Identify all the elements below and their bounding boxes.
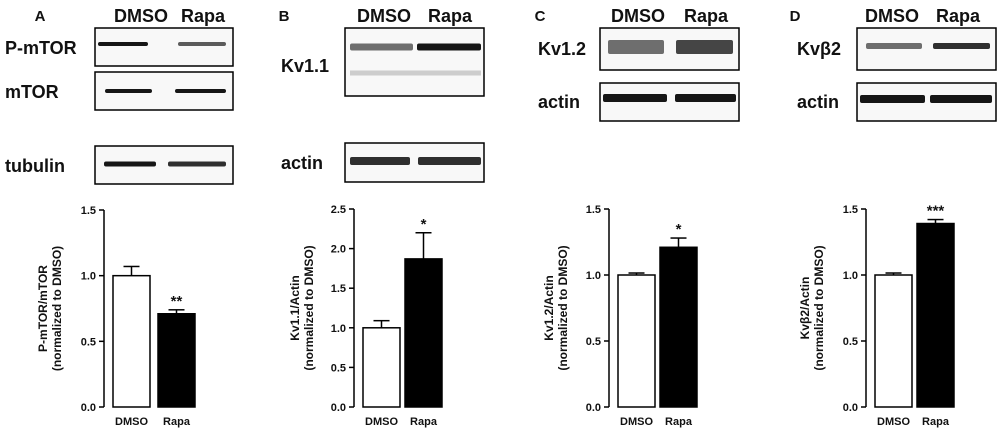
bar-rapa <box>157 313 196 408</box>
y-tick-label: 0.5 <box>81 336 96 348</box>
category-label-dmso: DMSO <box>620 416 653 428</box>
blot-panel-b: B DMSO Rapa Kv1.1 actin <box>279 6 485 183</box>
y-tick-label: 1.5 <box>81 205 96 217</box>
y-tick-label: 0.0 <box>331 402 346 414</box>
significance-marker: *** <box>927 203 945 220</box>
y-tick-label: 0.0 <box>843 402 858 414</box>
y-axis-title: Kv1.2/Actin <box>542 275 556 340</box>
blot-panel-c: C DMSO Rapa Kv1.2 actin <box>535 6 740 122</box>
blot-band <box>350 43 413 51</box>
bar-chart-a: 0.0 0.5 1.0 1.5 P-mTOR/mTOR (normalized to DM… <box>36 205 196 428</box>
blot-label-actin: actin <box>797 92 839 112</box>
y-axis-subtitle: (normalized to DMSO) <box>50 246 64 371</box>
y-axis-title: P-mTOR/mTOR <box>36 265 50 352</box>
bar-dmso <box>617 274 656 408</box>
blot-label-kv1-1: Kv1.1 <box>281 56 329 76</box>
blot-band <box>104 161 156 167</box>
y-tick-label: 0.5 <box>331 362 346 374</box>
blot-box-p-mtor <box>94 27 234 67</box>
blot-band <box>168 161 226 167</box>
lane-label-dmso: DMSO <box>611 6 665 26</box>
y-axis-title: Kvβ2/Actin <box>798 277 812 340</box>
blot-band <box>675 94 736 102</box>
panel-letter: A <box>35 8 46 25</box>
blot-label-p-mtor: P-mTOR <box>5 38 77 58</box>
panel-letter: B <box>279 8 290 25</box>
y-axis-subtitle: (normalized to DMSO) <box>556 245 570 370</box>
blot-label-actin: actin <box>281 153 323 173</box>
y-tick-label: 2.0 <box>331 244 346 256</box>
blot-band <box>105 89 152 93</box>
lane-label-dmso: DMSO <box>114 6 168 26</box>
panel-letter: C <box>535 8 546 25</box>
blot-label-mtor: mTOR <box>5 82 59 102</box>
bar-rapa <box>916 222 955 408</box>
blot-band <box>930 95 992 103</box>
blot-band <box>608 40 664 54</box>
lane-label-rapa: Rapa <box>684 6 729 26</box>
significance-marker: ** <box>171 293 183 310</box>
significance-marker: * <box>676 221 682 238</box>
y-axis-title: Kv1.1/Actin <box>288 275 302 340</box>
y-tick-label: 0.5 <box>843 336 858 348</box>
category-label-dmso: DMSO <box>877 416 910 428</box>
blot-band <box>933 43 990 49</box>
blot-band <box>175 89 226 93</box>
y-tick-label: 1.0 <box>81 271 96 283</box>
lane-label-rapa: Rapa <box>936 6 981 26</box>
blot-band <box>350 70 481 76</box>
y-axis-subtitle: (normalized to DMSO) <box>302 245 316 370</box>
bar-dmso <box>112 274 151 408</box>
blot-label-kv1-2: Kv1.2 <box>538 39 586 59</box>
blot-band <box>860 95 925 103</box>
blot-label-kv-2: Kvβ2 <box>797 39 841 59</box>
bar-chart-c: 0.0 0.5 1.0 1.5 Kv1.2/Actin (normalized to DM… <box>542 204 698 428</box>
y-tick-label: 1.0 <box>331 323 346 335</box>
blot-label-tubulin: tubulin <box>5 156 65 176</box>
blot-label-actin: actin <box>538 92 580 112</box>
blot-panel-a: A DMSO Rapa P-mTOR mTOR tubulin <box>5 6 234 185</box>
lane-label-dmso: DMSO <box>865 6 919 26</box>
blot-band <box>603 94 667 102</box>
blot-band <box>350 157 410 165</box>
category-label-rapa: Rapa <box>922 416 950 428</box>
y-tick-label: 0.5 <box>586 336 601 348</box>
bar-dmso <box>874 274 913 408</box>
y-tick-label: 1.0 <box>843 270 858 282</box>
blot-band <box>866 43 922 49</box>
y-tick-label: 1.5 <box>331 283 346 295</box>
bar-rapa <box>659 246 698 408</box>
bar-chart-b: 0.0 0.5 1.0 1.5 2.0 2.5 Kv1.1/Actin (normalized… <box>288 204 443 428</box>
category-label-rapa: Rapa <box>410 416 438 428</box>
significance-marker: * <box>421 216 427 233</box>
blot-band <box>676 40 733 54</box>
bar-dmso <box>362 327 401 408</box>
y-tick-label: 0.0 <box>81 402 96 414</box>
y-tick-label: 1.5 <box>843 204 858 216</box>
y-tick-label: 0.0 <box>586 402 601 414</box>
category-label-dmso: DMSO <box>365 416 398 428</box>
y-tick-label: 2.5 <box>331 204 346 216</box>
category-label-dmso: DMSO <box>115 416 148 428</box>
y-axis-subtitle: (normalized to DMSO) <box>812 245 826 370</box>
blot-band <box>418 157 481 165</box>
category-label-rapa: Rapa <box>665 416 693 428</box>
panel-letter: D <box>790 8 801 25</box>
bar-rapa <box>404 258 443 408</box>
lane-label-rapa: Rapa <box>181 6 226 26</box>
blot-band <box>98 42 148 46</box>
blot-band <box>417 43 481 51</box>
blot-panel-d: D DMSO Rapa Kvβ2 actin <box>790 6 997 122</box>
blot-box-kv1-1 <box>344 27 485 97</box>
blot-band <box>178 42 226 46</box>
bar-chart-d: 0.0 0.5 1.0 1.5 Kvβ2/Actin (normalized to DMS… <box>798 203 955 428</box>
lane-label-rapa: Rapa <box>428 6 473 26</box>
category-label-rapa: Rapa <box>163 416 191 428</box>
y-tick-label: 1.0 <box>586 270 601 282</box>
lane-label-dmso: DMSO <box>357 6 411 26</box>
y-tick-label: 1.5 <box>586 204 601 216</box>
